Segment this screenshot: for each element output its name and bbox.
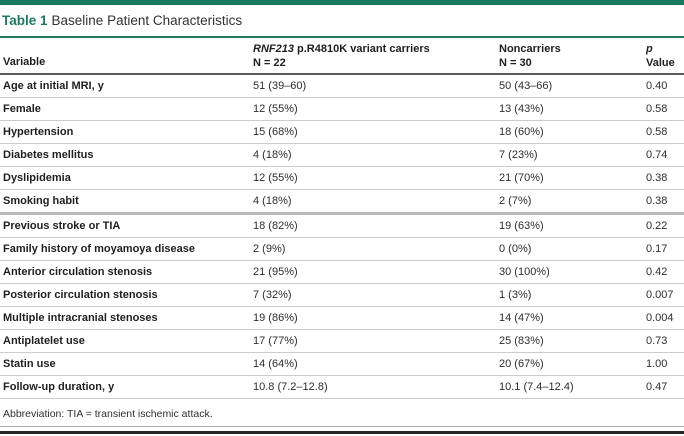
table-header-row: Variable RNF213 p.R4810K variant carrier… — [0, 38, 684, 75]
column-header-noncarriers: Noncarriers N = 30 — [499, 42, 646, 70]
table-row: Anterior circulation stenosis 21 (95%) 3… — [0, 261, 684, 284]
row-variable-label: Female — [3, 103, 41, 115]
row-noncarriers-value: 50 (43–66) — [499, 80, 553, 92]
row-p-value: 0.38 — [646, 172, 668, 184]
row-p-value: 0.58 — [646, 103, 668, 115]
carriers-sample-size: N = 22 — [253, 56, 286, 69]
row-carriers-value: 4 (18%) — [253, 195, 292, 207]
title-divider-rule — [0, 35, 684, 38]
row-carriers-value: 51 (39–60) — [253, 80, 307, 92]
table-bottom-border-rule — [0, 431, 684, 434]
column-header-p-value: p Value — [646, 42, 684, 70]
row-p-value: 0.42 — [646, 266, 668, 278]
row-variable-label: Follow-up duration, y — [3, 381, 115, 393]
row-p-value: 0.74 — [646, 149, 668, 161]
row-variable-label: Age at initial MRI, y — [3, 80, 104, 92]
row-carriers-value: 7 (32%) — [253, 289, 292, 301]
carriers-header-line1: RNF213 p.R4810K variant carriers — [253, 42, 499, 56]
row-p-value: 0.17 — [646, 243, 668, 255]
table-row: Previous stroke or TIA 18 (82%) 19 (63%)… — [0, 215, 684, 238]
table-top-accent-bar — [0, 0, 684, 5]
table-row: Antiplatelet use 17 (77%) 25 (83%) 0.73 — [0, 330, 684, 353]
row-p-value: 0.47 — [646, 381, 668, 393]
row-carriers-value: 12 (55%) — [253, 172, 298, 184]
table-title: Table 1 Baseline Patient Characteristics — [0, 5, 684, 36]
row-p-value: 0.007 — [646, 289, 674, 301]
table-row: Dyslipidemia 12 (55%) 21 (70%) 0.38 — [0, 167, 684, 190]
row-p-value: 0.38 — [646, 195, 668, 207]
row-noncarriers-value: 18 (60%) — [499, 126, 544, 138]
row-noncarriers-value: 30 (100%) — [499, 266, 550, 278]
row-carriers-value: 21 (95%) — [253, 266, 298, 278]
row-carriers-value: 18 (82%) — [253, 220, 298, 232]
p-symbol-italic: p — [646, 42, 653, 55]
table-row: Female 12 (55%) 13 (43%) 0.58 — [0, 98, 684, 121]
row-p-value: 0.58 — [646, 126, 668, 138]
table-footnote: Abbreviation: TIA = transient ischemic a… — [3, 408, 213, 420]
row-variable-label: Family history of moyamoya disease — [3, 243, 195, 255]
row-noncarriers-value: 7 (23%) — [499, 149, 538, 161]
row-variable-label: Multiple intracranial stenoses — [3, 312, 158, 324]
row-variable-label: Antiplatelet use — [3, 335, 85, 347]
table-row: Statin use 14 (64%) 20 (67%) 1.00 — [0, 353, 684, 376]
table-row: Follow-up duration, y 10.8 (7.2–12.8) 10… — [0, 376, 684, 399]
row-p-value: 0.73 — [646, 335, 668, 347]
row-noncarriers-value: 19 (63%) — [499, 220, 544, 232]
noncarriers-sample-size: N = 30 — [499, 56, 532, 69]
noncarriers-header-line1: Noncarriers — [499, 42, 561, 55]
table-body: Age at initial MRI, y 51 (39–60) 50 (43–… — [0, 75, 684, 399]
row-p-value: 1.00 — [646, 358, 668, 370]
bottom-rule-gap — [0, 427, 684, 431]
bottom-thin-rule — [0, 426, 684, 427]
row-carriers-value: 14 (64%) — [253, 358, 298, 370]
row-noncarriers-value: 21 (70%) — [499, 172, 544, 184]
row-noncarriers-value: 14 (47%) — [499, 312, 544, 324]
table-row: Smoking habit 4 (18%) 2 (7%) 0.38 — [0, 190, 684, 215]
row-p-value: 0.22 — [646, 220, 668, 232]
row-noncarriers-value: 20 (67%) — [499, 358, 544, 370]
row-variable-label: Smoking habit — [3, 195, 79, 207]
row-carriers-value: 19 (86%) — [253, 312, 298, 324]
row-noncarriers-value: 1 (3%) — [499, 289, 532, 301]
row-carriers-value: 17 (77%) — [253, 335, 298, 347]
row-p-value: 0.004 — [646, 312, 674, 324]
table-row: Family history of moyamoya disease 2 (9%… — [0, 238, 684, 261]
table-row: Age at initial MRI, y 51 (39–60) 50 (43–… — [0, 75, 684, 98]
gene-name-italic: RNF213 — [253, 42, 294, 55]
row-noncarriers-value: 2 (7%) — [499, 195, 532, 207]
p-value-header-rest: Value — [646, 56, 675, 69]
row-variable-label: Anterior circulation stenosis — [3, 266, 153, 278]
carriers-header-rest: p.R4810K variant carriers — [293, 42, 430, 55]
row-variable-label: Statin use — [3, 358, 56, 370]
row-carriers-value: 10.8 (7.2–12.8) — [253, 381, 328, 393]
row-noncarriers-value: 25 (83%) — [499, 335, 544, 347]
table-caption: Baseline Patient Characteristics — [51, 13, 243, 28]
row-carriers-value: 12 (55%) — [253, 103, 298, 115]
table-number-label: Table 1 — [2, 13, 48, 28]
row-p-value: 0.40 — [646, 80, 668, 92]
row-variable-label: Dyslipidemia — [3, 172, 71, 184]
row-noncarriers-value: 0 (0%) — [499, 243, 532, 255]
row-carriers-value: 2 (9%) — [253, 243, 286, 255]
column-header-variable: Variable — [3, 55, 46, 68]
table-row: Multiple intracranial stenoses 19 (86%) … — [0, 307, 684, 330]
column-header-carriers: RNF213 p.R4810K variant carriers N = 22 — [253, 42, 499, 70]
table-row: Hypertension 15 (68%) 18 (60%) 0.58 — [0, 121, 684, 144]
row-noncarriers-value: 10.1 (7.4–12.4) — [499, 381, 574, 393]
table-row: Diabetes mellitus 4 (18%) 7 (23%) 0.74 — [0, 144, 684, 167]
table-row: Posterior circulation stenosis 7 (32%) 1… — [0, 284, 684, 307]
row-variable-label: Previous stroke or TIA — [3, 220, 121, 232]
row-carriers-value: 15 (68%) — [253, 126, 298, 138]
row-variable-label: Hypertension — [3, 126, 74, 138]
row-carriers-value: 4 (18%) — [253, 149, 292, 161]
row-noncarriers-value: 13 (43%) — [499, 103, 544, 115]
row-variable-label: Diabetes mellitus — [3, 149, 94, 161]
row-variable-label: Posterior circulation stenosis — [3, 289, 158, 301]
